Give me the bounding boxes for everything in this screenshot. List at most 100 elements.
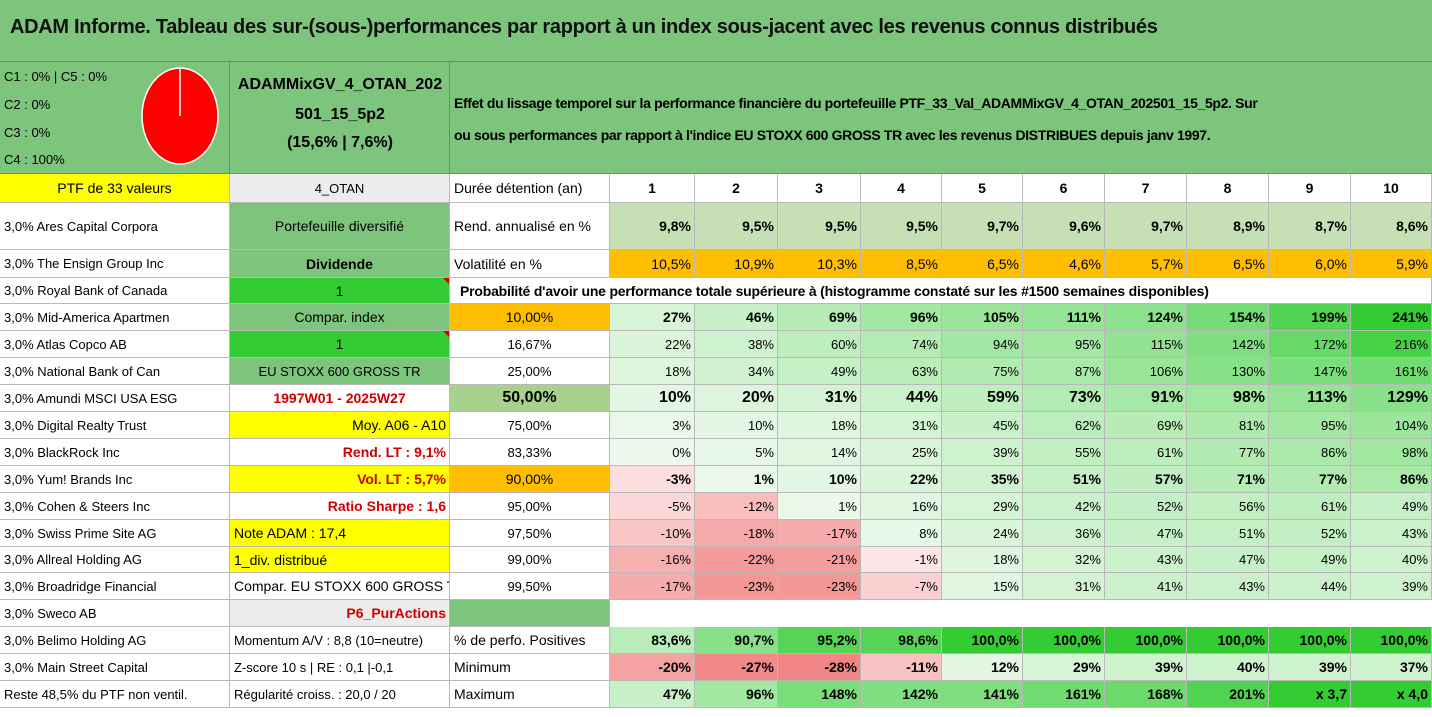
probability-value: -12% bbox=[695, 493, 778, 520]
holding-row: 3,0% Amundi MSCI USA ESG bbox=[0, 385, 230, 412]
holding-row: 3,0% Ares Capital Corpora bbox=[0, 203, 230, 250]
probability-value: 44% bbox=[861, 385, 942, 412]
holding-period-label: Durée détention (an) bbox=[450, 174, 610, 203]
probability-value: 1% bbox=[778, 493, 861, 520]
report-title: ADAM Informe. Tableau des sur-(sous-)per… bbox=[10, 16, 1158, 38]
probability-value: 22% bbox=[610, 331, 695, 358]
probability-value: 43% bbox=[1187, 573, 1269, 600]
probability-value: 5% bbox=[695, 439, 778, 466]
return-value: 9,7% bbox=[1105, 203, 1187, 250]
probability-value: 0% bbox=[610, 439, 695, 466]
minimum-value: -20% bbox=[610, 654, 695, 681]
probability-value: -10% bbox=[610, 520, 695, 547]
info-cell: EU STOXX 600 GROSS TR bbox=[230, 358, 450, 385]
probability-value: 87% bbox=[1023, 358, 1105, 385]
year-header: 7 bbox=[1105, 174, 1187, 203]
minimum-label: Minimum bbox=[450, 654, 610, 681]
maximum-value: x 4,0 bbox=[1351, 681, 1432, 708]
probability-threshold: 16,67% bbox=[450, 331, 610, 358]
probability-threshold: 25,00% bbox=[450, 358, 610, 385]
probability-value: 3% bbox=[610, 412, 695, 439]
probability-value: 40% bbox=[1351, 547, 1432, 573]
holding-row: 3,0% Digital Realty Trust bbox=[0, 412, 230, 439]
probability-value: 25% bbox=[861, 439, 942, 466]
probability-value: 216% bbox=[1351, 331, 1432, 358]
probability-value: 47% bbox=[1187, 547, 1269, 573]
probability-value: 86% bbox=[1351, 466, 1432, 493]
volatility-value: 6,5% bbox=[1187, 250, 1269, 278]
portfolio-name-line2: 501_15_5p2 bbox=[295, 106, 385, 123]
positive-perf-label: % de perfo. Positives bbox=[450, 627, 610, 654]
probability-value: 20% bbox=[695, 385, 778, 412]
portfolio-count-label: PTF de 33 valeurs bbox=[0, 174, 230, 203]
probability-value: -7% bbox=[861, 573, 942, 600]
probability-value: 10% bbox=[610, 385, 695, 412]
probability-value: 130% bbox=[1187, 358, 1269, 385]
info-cell: 1 bbox=[230, 331, 450, 358]
year-header: 6 bbox=[1023, 174, 1105, 203]
maximum-value: 141% bbox=[942, 681, 1023, 708]
probability-value: 51% bbox=[1023, 466, 1105, 493]
probability-value: -22% bbox=[695, 547, 778, 573]
info-cell: Vol. LT : 5,7% bbox=[230, 466, 450, 493]
return-value: 9,5% bbox=[861, 203, 942, 250]
positive-perf-value: 100,0% bbox=[1187, 627, 1269, 654]
return-value: 9,7% bbox=[942, 203, 1023, 250]
probability-value: -23% bbox=[778, 573, 861, 600]
probability-threshold: 99,50% bbox=[450, 573, 610, 600]
info-cell: Ratio Sharpe : 1,6 bbox=[230, 493, 450, 520]
minimum-value: -11% bbox=[861, 654, 942, 681]
probability-value: 172% bbox=[1269, 331, 1351, 358]
year-header: 2 bbox=[695, 174, 778, 203]
positive-perf-value: 100,0% bbox=[1105, 627, 1187, 654]
description-box: Effet du lissage temporel sur la perform… bbox=[450, 62, 1432, 174]
probability-value: 34% bbox=[695, 358, 778, 385]
info-cell: Portefeuille diversifié bbox=[230, 203, 450, 250]
info-cell: 1_div. distribué bbox=[230, 547, 450, 573]
probability-value: 47% bbox=[1105, 520, 1187, 547]
probability-value: 142% bbox=[1187, 331, 1269, 358]
filler-cell bbox=[450, 600, 610, 627]
probability-value: 31% bbox=[861, 412, 942, 439]
return-value: 8,7% bbox=[1269, 203, 1351, 250]
positive-perf-value: 98,6% bbox=[861, 627, 942, 654]
year-header: 9 bbox=[1269, 174, 1351, 203]
probability-value: 43% bbox=[1351, 520, 1432, 547]
probability-value: 24% bbox=[942, 520, 1023, 547]
maximum-label: Maximum bbox=[450, 681, 610, 708]
holding-row: 3,0% Mid-America Apartmen bbox=[0, 304, 230, 331]
probability-value: -23% bbox=[695, 573, 778, 600]
info-cell: 1997W01 - 2025W27 bbox=[230, 385, 450, 412]
info-cell: 4_OTAN bbox=[230, 174, 450, 203]
probability-value: 45% bbox=[942, 412, 1023, 439]
positive-perf-value: 100,0% bbox=[1269, 627, 1351, 654]
probability-value: 62% bbox=[1023, 412, 1105, 439]
probability-value: -17% bbox=[778, 520, 861, 547]
positive-perf-value: 100,0% bbox=[1351, 627, 1432, 654]
year-header: 4 bbox=[861, 174, 942, 203]
probability-value: 98% bbox=[1187, 385, 1269, 412]
probability-value: -21% bbox=[778, 547, 861, 573]
probability-threshold: 75,00% bbox=[450, 412, 610, 439]
probability-value: 105% bbox=[942, 304, 1023, 331]
year-header: 3 bbox=[778, 174, 861, 203]
probability-threshold: 50,00% bbox=[450, 385, 610, 412]
positive-perf-value: 95,2% bbox=[778, 627, 861, 654]
info-cell: Momentum A/V : 8,8 (10=neutre) bbox=[230, 627, 450, 654]
holding-row: 3,0% Allreal Holding AG bbox=[0, 547, 230, 573]
probability-value: 75% bbox=[942, 358, 1023, 385]
probability-value: 147% bbox=[1269, 358, 1351, 385]
allocation-line: C3 : 0% bbox=[4, 125, 51, 140]
return-value: 8,6% bbox=[1351, 203, 1432, 250]
minimum-value: 12% bbox=[942, 654, 1023, 681]
maximum-value: 47% bbox=[610, 681, 695, 708]
holding-row: 3,0% Cohen & Steers Inc bbox=[0, 493, 230, 520]
probability-value: 111% bbox=[1023, 304, 1105, 331]
probability-value: 42% bbox=[1023, 493, 1105, 520]
volatility-label: Volatilité en % bbox=[450, 250, 610, 278]
maximum-value: 142% bbox=[861, 681, 942, 708]
probability-value: 61% bbox=[1269, 493, 1351, 520]
info-cell: P6_PurActions bbox=[230, 600, 450, 627]
probability-value: 91% bbox=[1105, 385, 1187, 412]
probability-value: 14% bbox=[778, 439, 861, 466]
